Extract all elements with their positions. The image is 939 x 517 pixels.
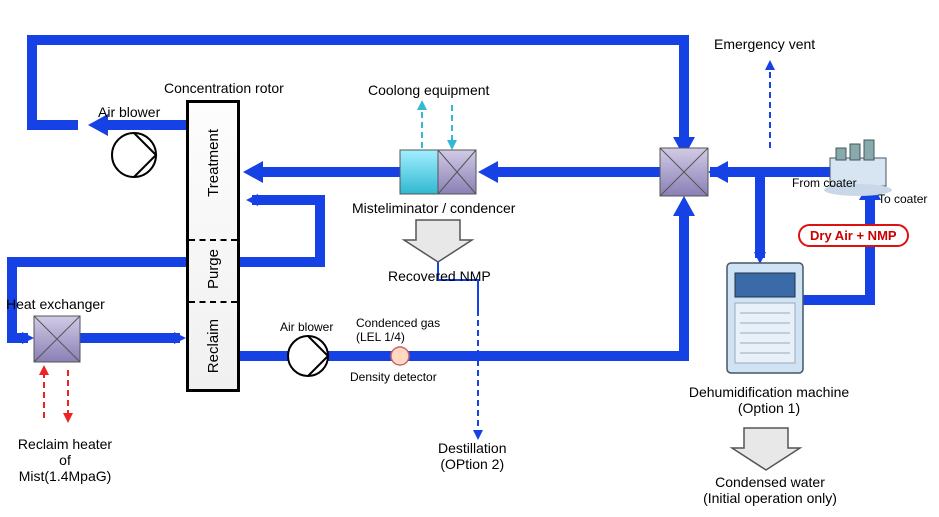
recovered-nmp-arrow-icon	[404, 220, 472, 262]
to-coater-label: To coater	[878, 192, 927, 206]
air-blower-1-label: Air blower	[98, 104, 160, 120]
concentration-rotor-box: Treatment Purge Reclaim	[186, 100, 240, 392]
density-detector-label: Density detector	[350, 370, 437, 384]
concentration-rotor-label: Concentration rotor	[164, 80, 284, 96]
destillation-line2: (OPtion 2)	[438, 456, 506, 472]
condensed-water-label: Condensed water (Initial operation only)	[670, 474, 870, 506]
recovered-nmp-label: Recovered NMP	[388, 268, 491, 284]
from-coater-label: From coater	[792, 176, 857, 190]
dehumid-label: Dehumidification machine (Option 1)	[674, 384, 864, 416]
density-detector-icon	[391, 347, 409, 365]
condensed-gas-label: Condenced gas (LEL 1/4)	[356, 316, 440, 344]
condensed-water-line2: (Initial operation only)	[670, 490, 870, 506]
dry-air-nmp-badge: Dry Air + NMP	[798, 224, 909, 247]
air-blower-1-icon	[110, 120, 188, 177]
dehumid-line2: (Option 1)	[674, 400, 864, 416]
rotor-purge-label: Purge	[205, 249, 222, 289]
rotor-reclaim-label: Reclaim	[205, 319, 222, 373]
air-blower-2-icon	[288, 336, 328, 376]
misteliminator-label: Misteliminator / condencer	[352, 200, 515, 216]
reclaim-heater-line3: Mist(1.4MpaG)	[0, 468, 130, 484]
destillation-label: Destillation (OPtion 2)	[438, 440, 506, 472]
air-blower-2-label: Air blower	[280, 320, 333, 334]
reclaim-heater-label: Reclaim heater of Mist(1.4MpaG)	[0, 436, 130, 484]
condensed-water-line1: Condensed water	[670, 474, 870, 490]
dehumid-line1: Dehumidification machine	[674, 384, 864, 400]
dehumid-output-arrow-icon	[732, 428, 800, 470]
condensed-gas-line2: (LEL 1/4)	[356, 330, 440, 344]
emergency-vent-label: Emergency vent	[714, 36, 815, 52]
destillation-line1: Destillation	[438, 440, 506, 456]
heat-exchanger-label: Heat exchanger	[6, 296, 105, 312]
cooling-equipment-label: Coolong equipment	[368, 82, 489, 98]
condensed-gas-line1: Condenced gas	[356, 316, 440, 330]
dehumidifier-icon	[727, 263, 803, 373]
reclaim-heater-line1: Reclaim heater	[0, 436, 130, 452]
reclaim-heater-line2: of	[0, 452, 130, 468]
rotor-treatment-label: Treatment	[205, 129, 222, 197]
